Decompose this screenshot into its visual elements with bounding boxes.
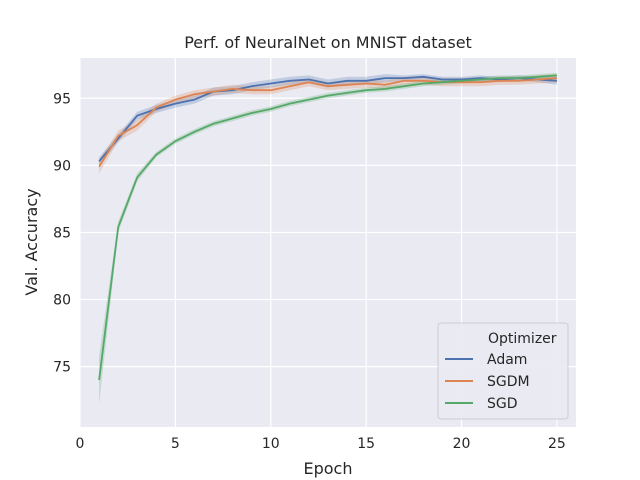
series-line-sgdm <box>98 77 557 168</box>
x-tick-label: 15 <box>357 436 375 452</box>
x-axis-label: Epoch <box>304 459 353 478</box>
y-tick-label: 95 <box>53 91 71 107</box>
y-tick-label: 85 <box>53 225 71 241</box>
series-line-sgd <box>98 74 557 381</box>
y-tick-label: 75 <box>53 360 71 376</box>
y-tick-label: 90 <box>53 158 71 174</box>
legend-entries: Adam SGDM SGD <box>445 352 530 412</box>
series-line-adam <box>98 75 557 162</box>
x-tick-labels: 0 5 10 15 20 25 <box>76 436 566 452</box>
x-tick-label: 0 <box>76 436 85 452</box>
legend-title: Optimizer <box>488 331 557 347</box>
legend-box <box>437 322 569 420</box>
legend: Optimizer Adam SGDM SGD <box>437 322 569 420</box>
y-tick-labels: 75 80 85 90 95 <box>53 91 71 375</box>
legend-label-adam: Adam <box>487 352 527 368</box>
x-tick-label: 25 <box>548 436 566 452</box>
confidence-bands <box>99 72 557 405</box>
x-tick-label: 10 <box>262 436 280 452</box>
series-lines <box>98 74 557 381</box>
legend-label-sgdm: SGDM <box>487 374 530 390</box>
y-tick-label: 80 <box>53 293 71 309</box>
legend-label-sgd: SGD <box>487 396 518 412</box>
band-sgdm <box>99 74 557 174</box>
y-axis-label: Val. Accuracy <box>22 188 41 295</box>
chart-title: Perf. of NeuralNet on MNIST dataset <box>184 33 472 52</box>
x-tick-label: 5 <box>171 436 180 452</box>
grid <box>79 58 576 427</box>
x-tick-label: 20 <box>453 436 471 452</box>
